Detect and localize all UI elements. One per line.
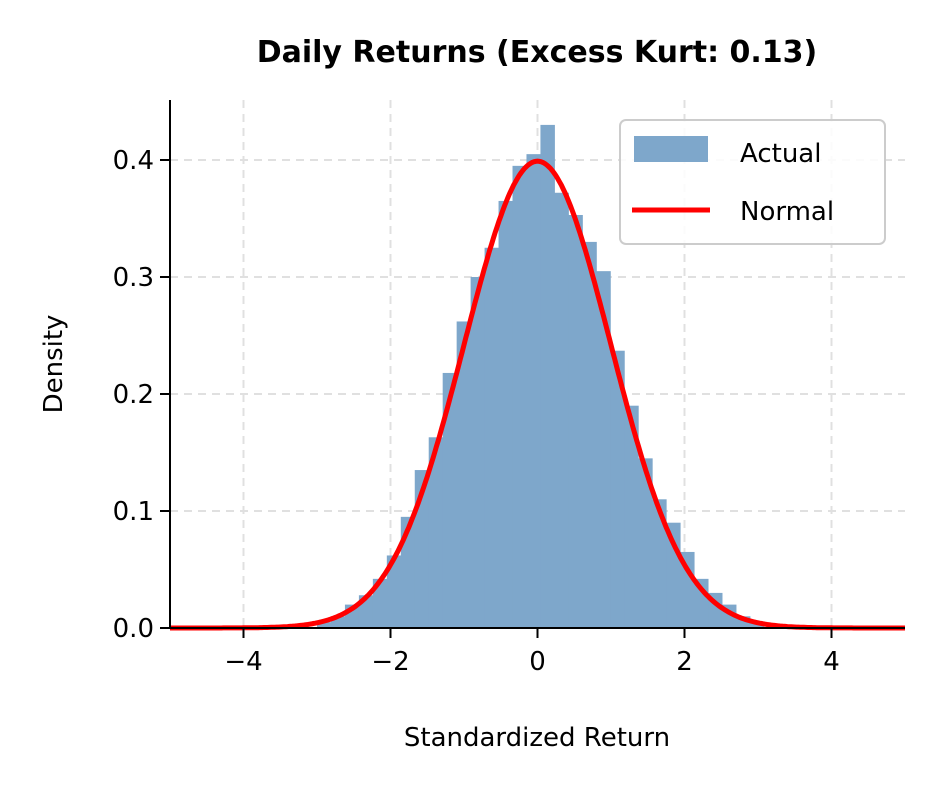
legend-normal-label: Normal — [740, 197, 834, 227]
histogram-bar — [400, 516, 416, 628]
histogram-bar — [428, 437, 444, 628]
histogram-bar — [317, 622, 332, 628]
y-axis-label: Density — [39, 315, 69, 414]
histogram-bars — [317, 124, 765, 629]
x-tick-label: −4 — [224, 647, 262, 677]
histogram-bar — [582, 241, 597, 628]
histogram-bar — [554, 192, 569, 628]
histogram-bar — [596, 271, 611, 628]
histogram-bar — [484, 247, 500, 628]
histogram-bar — [652, 499, 667, 628]
histogram-bar — [526, 154, 541, 628]
x-tick-label: 0 — [529, 647, 546, 677]
histogram-bar — [735, 616, 751, 628]
y-tick-label: 0.4 — [113, 146, 154, 176]
x-ticks: −4 −2 0 2 4 — [224, 628, 840, 677]
histogram-bar — [568, 214, 583, 629]
histogram-bar — [330, 616, 346, 628]
histogram-bar — [624, 405, 639, 628]
x-axis-label: Standardized Return — [404, 723, 670, 753]
normal-curve — [170, 158, 905, 631]
x-tick-label: 4 — [823, 647, 840, 677]
y-tick-label: 0.0 — [113, 614, 154, 644]
chart-title: Daily Returns (Excess Kurt: 0.13) — [257, 35, 818, 70]
x-tick-label: −2 — [371, 647, 409, 677]
y-ticks: 0.0 0.1 0.2 0.3 0.4 — [113, 146, 170, 644]
y-tick-label: 0.1 — [113, 497, 154, 527]
y-tick-label: 0.2 — [113, 380, 154, 410]
histogram-bar — [512, 165, 527, 628]
legend-actual-swatch — [634, 136, 708, 162]
histogram-bar — [470, 277, 486, 628]
histogram-bar — [498, 200, 514, 628]
histogram-bar — [442, 372, 458, 628]
legend: Actual Normal — [619, 119, 886, 245]
histogram-bar — [638, 458, 653, 628]
y-tick-label: 0.3 — [113, 263, 154, 293]
histogram-bar — [456, 321, 472, 628]
histogram-bar — [610, 350, 625, 628]
x-tick-label: 2 — [676, 647, 693, 677]
histogram-bar — [372, 578, 388, 628]
legend-actual-label: Actual — [740, 139, 821, 169]
histogram-bar — [540, 124, 555, 629]
histogram-bar — [386, 555, 402, 628]
